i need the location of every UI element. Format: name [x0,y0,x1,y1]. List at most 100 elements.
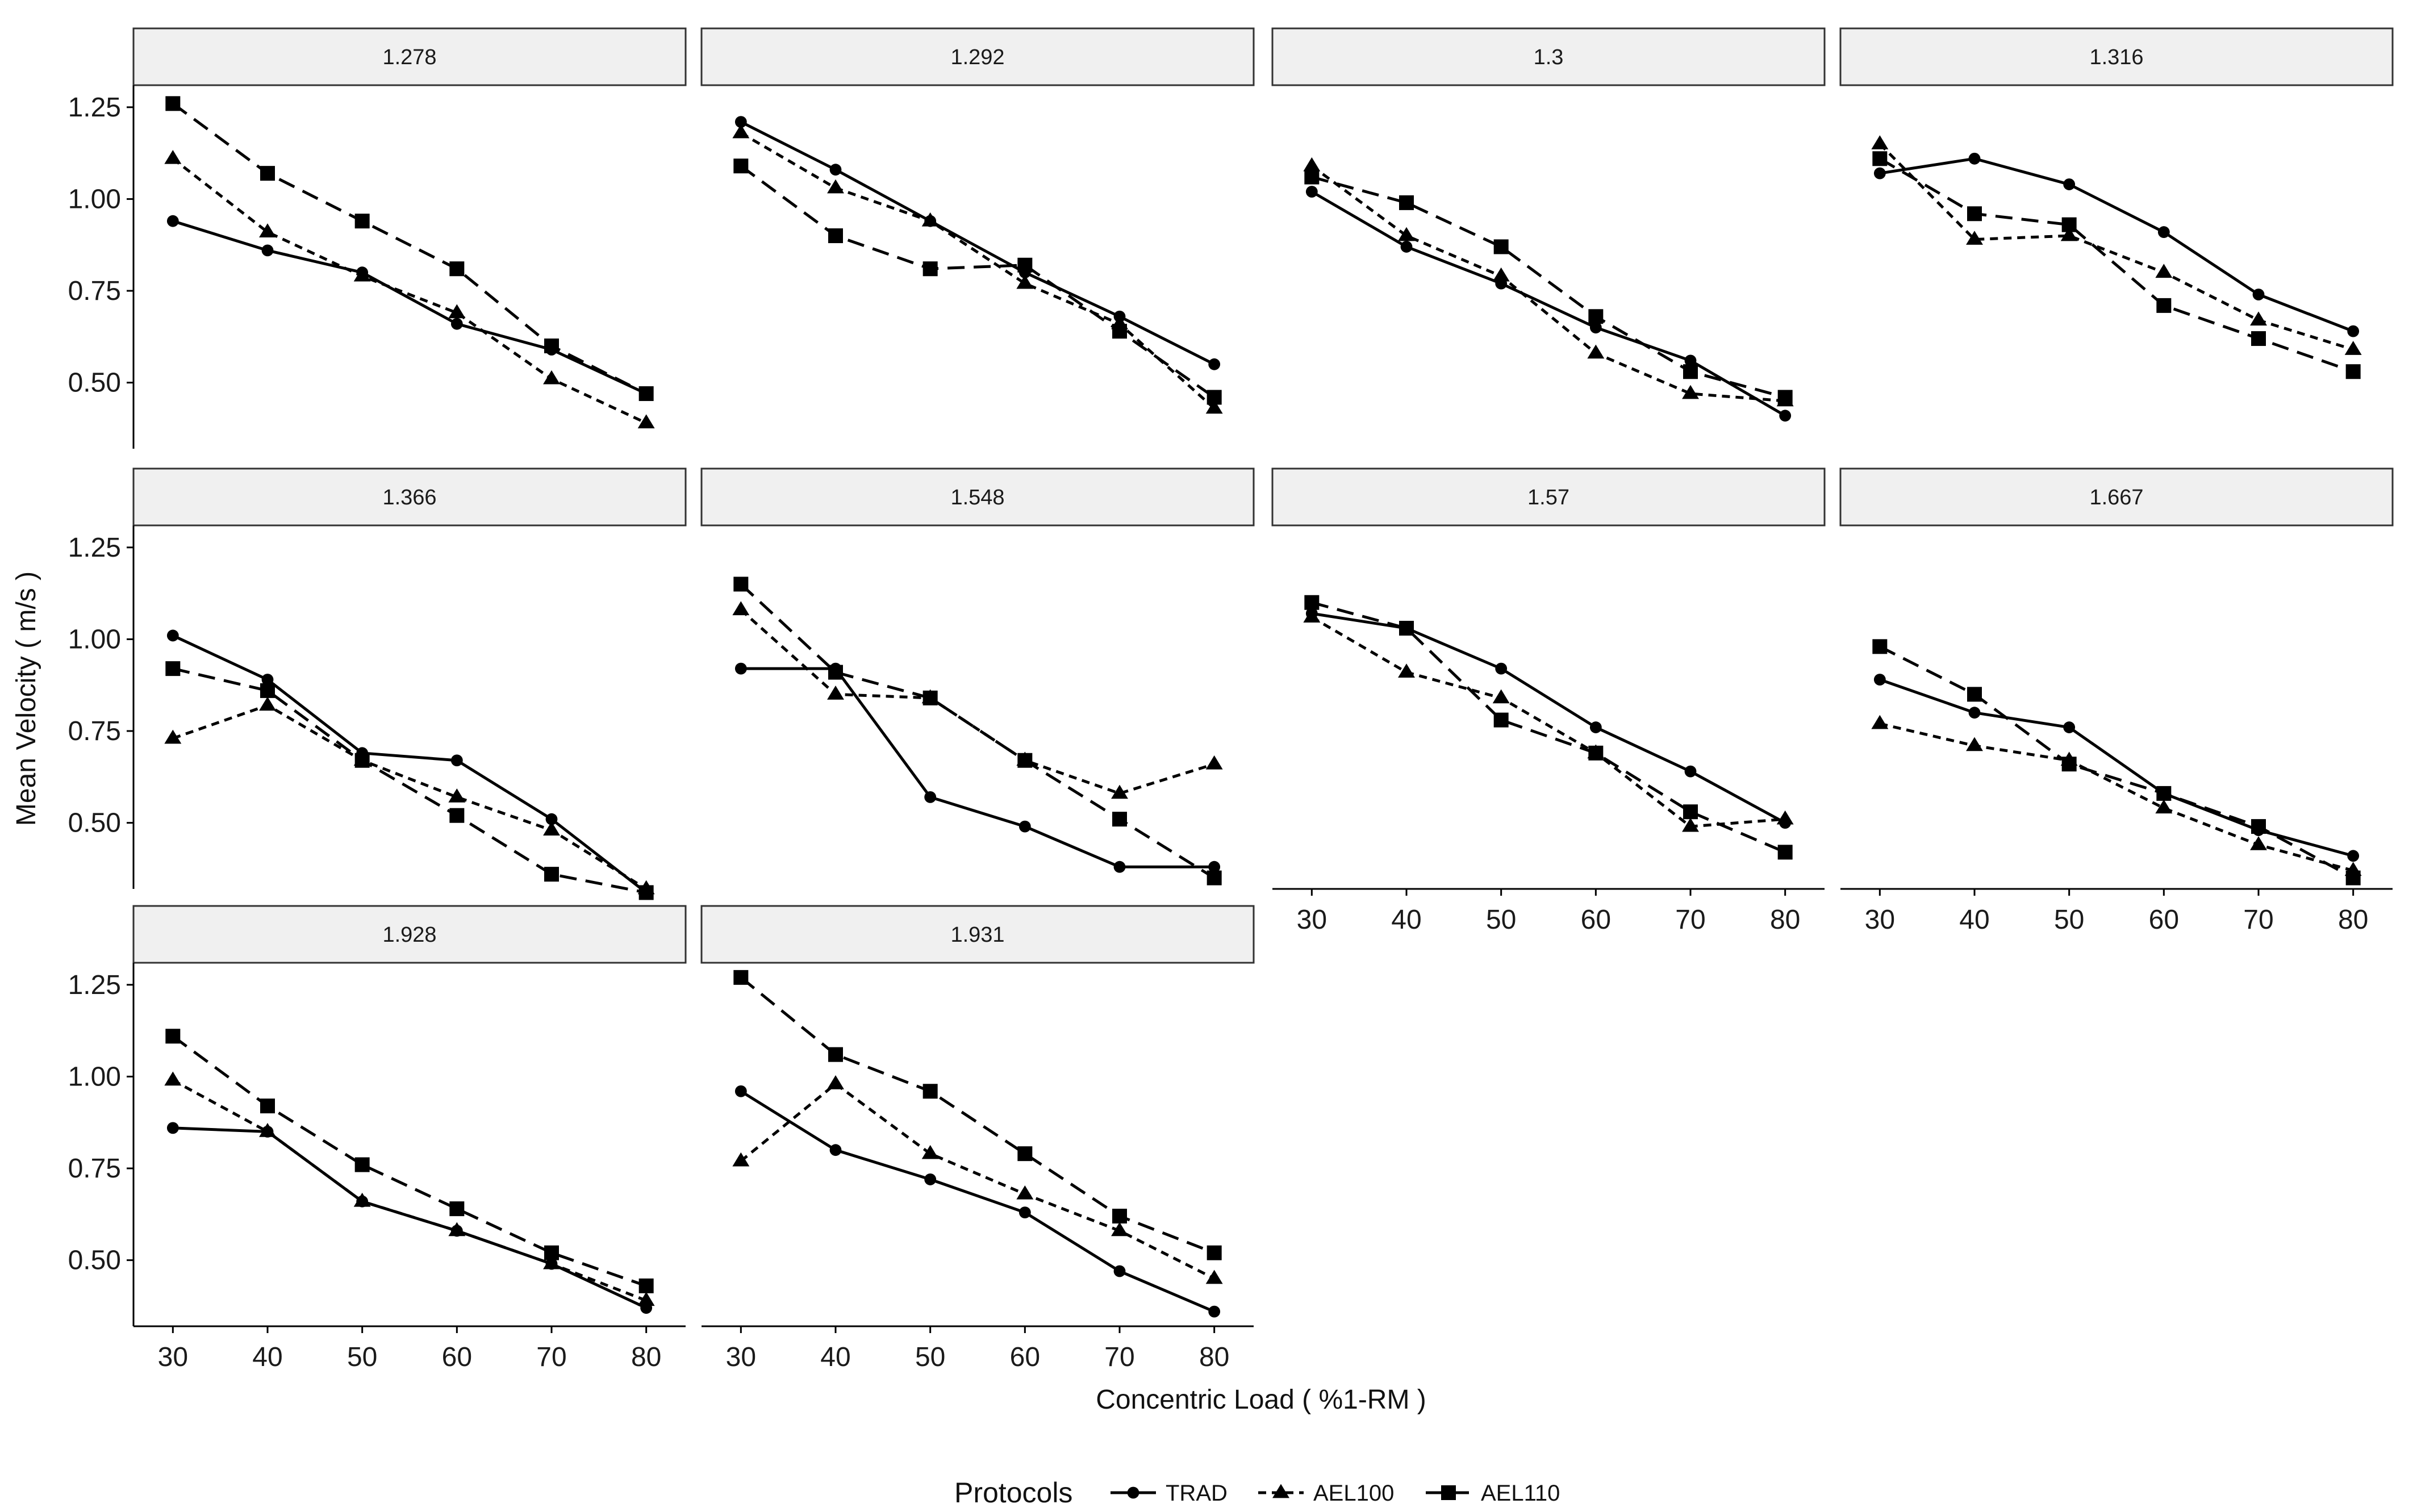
x-tick-label: 40 [252,1342,282,1372]
data-point-ael110 [165,1029,181,1044]
legend-item-ael100: AEL100 [1258,1481,1394,1506]
y-tick-label: 0.50 [68,1246,121,1276]
data-point-trad [545,813,558,825]
x-tick-label: 50 [2054,905,2084,935]
data-point-ael110 [544,338,559,353]
x-tick-label: 60 [442,1342,472,1372]
data-point-trad [2063,721,2076,733]
strip-label: 1.928 [382,923,436,947]
data-point-ael110 [1112,812,1127,827]
data-point-ael100 [827,1075,844,1089]
data-point-ael110 [1777,845,1793,860]
x-tick-label: 40 [1391,905,1421,935]
legend-key-marker [1272,1484,1289,1498]
strip-background [700,27,1255,86]
series-line-ael110 [740,583,1215,879]
series-ael100 [164,1071,655,1306]
strip-background [1271,467,1826,527]
data-point-ael100 [448,304,466,319]
data-point-ael100 [1871,135,1889,149]
panel-1.366: 1.366 0.50 0.75 1.00 1.25 [68,467,687,900]
data-point-ael110 [2345,870,2361,886]
series-line-trad [1311,612,1786,824]
data-point-ael110 [1967,687,1982,702]
strip-label: 1.3 [1534,45,1564,69]
data-point-ael110 [1207,870,1222,886]
data-point-trad [829,164,842,176]
x-tick-label: 80 [1199,1342,1229,1372]
data-point-ael100 [259,1123,276,1137]
data-point-ael110 [828,665,843,680]
series-line-trad [1879,678,2354,858]
series-ael110 [1872,639,2361,886]
series-line-ael110 [1311,601,1786,854]
data-point-ael100 [637,414,655,429]
panel-1.928: 1.928 0.50 0.75 1.00 1.25 30 40 50 60 70 80 [68,905,687,1372]
strip-background [132,467,687,527]
y-tick-label: 0.50 [68,368,121,398]
data-point-ael110 [1112,324,1127,339]
data-point-trad [166,629,179,642]
data-point-ael110 [449,1201,465,1217]
data-point-ael110 [828,228,843,244]
x-tick-label: 60 [2149,905,2179,935]
data-point-ael100 [353,1192,371,1207]
series-trad [1305,607,1792,829]
data-point-trad [829,1144,842,1156]
data-point-ael100 [1587,344,1605,359]
data-point-ael110 [733,970,749,985]
series-trad [734,116,1221,370]
data-point-trad [924,791,937,803]
y-tick-label: 1.00 [68,624,121,654]
data-point-ael110 [2156,298,2172,313]
data-point-trad [261,674,274,686]
strip-background [700,467,1255,527]
data-point-trad [166,1122,179,1134]
y-tick-label: 0.75 [68,276,121,306]
x-tick-label: 80 [1770,905,1800,935]
series-ael110 [165,661,654,900]
data-point-ael110 [1493,239,1509,254]
data-point-ael100 [448,1222,466,1237]
x-tick-label: 50 [915,1342,945,1372]
data-point-trad [1779,410,1792,422]
series-line-ael100 [1310,165,1785,403]
x-tick-label: 70 [1104,1342,1134,1372]
data-point-ael100 [921,1145,939,1159]
legend-title: Protocols [954,1477,1072,1509]
data-point-ael100 [1492,689,1510,704]
series-line-ael110 [172,667,647,894]
data-point-trad [2157,226,2170,238]
data-point-ael110 [1207,390,1222,405]
data-point-trad [1018,820,1031,833]
x-tick-label: 60 [1010,1342,1040,1372]
series-ael100 [732,1075,1223,1284]
series-ael110 [1304,595,1793,860]
y-tick-label: 1.25 [68,970,121,1000]
data-point-trad [450,318,463,330]
panel-1.278: 1.278 0.50 0.75 1.00 1.25 [68,27,687,449]
data-point-ael110 [828,1047,843,1062]
data-point-ael110 [638,1278,654,1293]
data-point-ael100 [1111,1222,1128,1237]
data-point-ael100 [1205,399,1223,414]
series-line-ael110 [740,165,1216,399]
data-point-ael100 [164,1071,182,1086]
data-point-ael100 [543,821,560,836]
data-point-ael100 [2155,264,2173,278]
data-point-ael100 [1492,267,1510,282]
x-tick-label: 60 [1581,905,1611,935]
panel-1.931: 1.931 30 40 50 60 70 80 [700,905,1255,1372]
data-point-trad [2347,325,2360,337]
legend-label: AEL110 [1481,1481,1560,1506]
data-point-ael110 [2061,217,2077,232]
data-point-trad [734,116,747,128]
series-ael100 [164,696,655,895]
data-point-trad [2063,178,2076,190]
y-tick-label: 1.25 [68,533,121,563]
data-point-ael100 [543,1255,560,1269]
y-tick-label: 1.00 [68,1062,121,1092]
strip-background [1271,27,1826,86]
strip-background [132,905,687,964]
data-point-ael110 [165,661,181,676]
